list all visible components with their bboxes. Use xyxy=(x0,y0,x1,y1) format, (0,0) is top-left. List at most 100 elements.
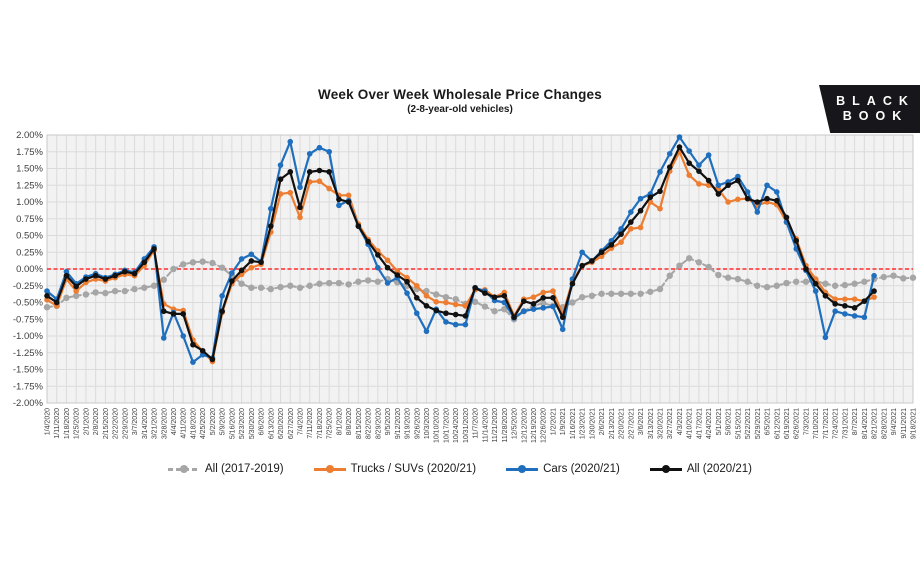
svg-text:9/18/2021: 9/18/2021 xyxy=(911,408,918,439)
svg-text:1/18/2020: 1/18/2020 xyxy=(64,408,71,439)
svg-text:4/10/2021: 4/10/2021 xyxy=(687,408,694,439)
svg-text:5/23/2020: 5/23/2020 xyxy=(239,408,246,439)
svg-text:5/9/2020: 5/9/2020 xyxy=(220,408,227,435)
svg-text:11/7/2020: 11/7/2020 xyxy=(473,408,480,439)
legend-item-trucks-suvs: Trucks / SUVs (2020/21) xyxy=(313,463,477,475)
svg-text:6/13/2020: 6/13/2020 xyxy=(268,408,275,439)
svg-text:5/1/2021: 5/1/2021 xyxy=(716,408,723,435)
svg-text:11/28/2020: 11/28/2020 xyxy=(502,408,509,443)
svg-text:1.75%: 1.75% xyxy=(16,147,43,158)
svg-text:3/27/2021: 3/27/2021 xyxy=(667,408,674,439)
legend-label: All (2020/21) xyxy=(686,463,753,475)
svg-text:11/14/2020: 11/14/2020 xyxy=(482,408,489,443)
svg-text:1/2/2021: 1/2/2021 xyxy=(550,408,557,435)
legend-label: Trucks / SUVs (2020/21) xyxy=(350,463,477,475)
svg-text:8/29/2020: 8/29/2020 xyxy=(375,408,382,439)
svg-text:6/27/2020: 6/27/2020 xyxy=(288,408,295,439)
logo-text-black: BLACK xyxy=(836,94,915,108)
svg-text:4/25/2020: 4/25/2020 xyxy=(200,408,207,439)
svg-text:-0.25%: -0.25% xyxy=(13,281,44,292)
svg-text:10/17/2020: 10/17/2020 xyxy=(443,408,450,443)
svg-text:4/11/2020: 4/11/2020 xyxy=(181,408,188,439)
svg-text:1.50%: 1.50% xyxy=(16,164,43,175)
series-all-2020-21- xyxy=(44,144,877,363)
svg-text:-0.50%: -0.50% xyxy=(13,298,44,309)
x-axis-labels: 1/4/2020 1/11/2020 1/18/2020 1/25/2020 2/1/2… xyxy=(45,408,918,443)
svg-text:1/30/2021: 1/30/2021 xyxy=(589,408,596,439)
svg-text:3/6/2021: 3/6/2021 xyxy=(638,408,645,435)
svg-text:5/16/2020: 5/16/2020 xyxy=(229,408,236,439)
logo-text-book: BOOK xyxy=(842,109,909,123)
svg-text:9/12/2020: 9/12/2020 xyxy=(395,408,402,439)
svg-text:1/4/2020: 1/4/2020 xyxy=(45,408,52,435)
svg-text:9/5/2020: 9/5/2020 xyxy=(385,408,392,435)
svg-text:7/18/2020: 7/18/2020 xyxy=(317,408,324,439)
svg-text:8/8/2020: 8/8/2020 xyxy=(346,408,353,435)
legend-swatch-orange-line-icon xyxy=(313,464,346,474)
svg-text:7/24/2021: 7/24/2021 xyxy=(833,408,840,439)
svg-text:7/25/2020: 7/25/2020 xyxy=(327,408,334,439)
svg-text:4/24/2021: 4/24/2021 xyxy=(706,408,713,439)
svg-text:11/21/2020: 11/21/2020 xyxy=(492,408,499,443)
svg-text:8/15/2020: 8/15/2020 xyxy=(356,408,363,439)
svg-text:12/5/2020: 12/5/2020 xyxy=(512,408,519,439)
svg-text:5/15/2021: 5/15/2021 xyxy=(735,408,742,439)
chart-legend: All (2017-2019) Trucks / SUVs (2020/21) … xyxy=(0,463,920,475)
svg-text:7/31/2021: 7/31/2021 xyxy=(842,408,849,439)
svg-text:9/26/2020: 9/26/2020 xyxy=(414,408,421,439)
svg-text:-1.50%: -1.50% xyxy=(13,365,44,376)
svg-text:8/28/2021: 8/28/2021 xyxy=(881,408,888,439)
legend-label: Cars (2020/21) xyxy=(543,463,620,475)
svg-text:1/16/2021: 1/16/2021 xyxy=(570,408,577,439)
svg-text:0.50%: 0.50% xyxy=(16,231,43,242)
svg-text:2/22/2020: 2/22/2020 xyxy=(113,408,120,439)
svg-text:-1.00%: -1.00% xyxy=(13,331,44,342)
svg-text:4/4/2020: 4/4/2020 xyxy=(171,408,178,435)
svg-text:8/1/2020: 8/1/2020 xyxy=(336,408,343,435)
svg-text:2/29/2020: 2/29/2020 xyxy=(122,408,129,439)
svg-text:2/1/2020: 2/1/2020 xyxy=(83,408,90,435)
svg-text:3/14/2020: 3/14/2020 xyxy=(142,408,149,439)
svg-text:10/3/2020: 10/3/2020 xyxy=(424,408,431,439)
svg-text:4/3/2021: 4/3/2021 xyxy=(677,408,684,435)
svg-text:6/19/2021: 6/19/2021 xyxy=(784,408,791,439)
svg-text:12/12/2020: 12/12/2020 xyxy=(521,408,528,443)
svg-text:10/31/2020: 10/31/2020 xyxy=(463,408,470,443)
svg-text:7/17/2021: 7/17/2021 xyxy=(823,408,830,439)
svg-text:5/2/2020: 5/2/2020 xyxy=(210,408,217,435)
svg-text:12/26/2020: 12/26/2020 xyxy=(541,408,548,443)
legend-swatch-gray-dashed-line-icon xyxy=(167,464,200,474)
svg-text:8/7/2021: 8/7/2021 xyxy=(852,408,859,435)
svg-text:7/4/2020: 7/4/2020 xyxy=(297,408,304,435)
legend-item-all-2020-21: All (2020/21) xyxy=(649,463,753,475)
svg-text:9/4/2021: 9/4/2021 xyxy=(891,408,898,435)
svg-text:0.75%: 0.75% xyxy=(16,214,43,225)
svg-text:-1.25%: -1.25% xyxy=(13,348,44,359)
svg-text:2/8/2020: 2/8/2020 xyxy=(93,408,100,435)
y-axis-labels: 2.00% 1.75% 1.50% 1.25% 1.00% 0.75% 0.50% 0.25%… xyxy=(13,130,44,409)
legend-item-all-2017-2019: All (2017-2019) xyxy=(167,463,284,475)
legend-swatch-blue-line-icon xyxy=(506,464,539,474)
svg-text:5/29/2021: 5/29/2021 xyxy=(755,408,762,439)
svg-text:6/12/2021: 6/12/2021 xyxy=(774,408,781,439)
svg-text:2/20/2021: 2/20/2021 xyxy=(619,408,626,439)
svg-text:7/11/2020: 7/11/2020 xyxy=(307,408,314,439)
legend-label: All (2017-2019) xyxy=(204,463,284,475)
black-book-logo: BLACK BOOK xyxy=(819,85,920,133)
svg-text:-0.75%: -0.75% xyxy=(13,314,44,325)
svg-text:6/5/2021: 6/5/2021 xyxy=(765,408,772,435)
svg-text:5/22/2021: 5/22/2021 xyxy=(745,408,752,439)
svg-text:2.00%: 2.00% xyxy=(16,130,43,141)
legend-swatch-black-line-icon xyxy=(649,464,682,474)
svg-text:1/11/2020: 1/11/2020 xyxy=(54,408,61,439)
svg-text:9/11/2021: 9/11/2021 xyxy=(901,408,908,439)
svg-text:4/18/2020: 4/18/2020 xyxy=(190,408,197,439)
svg-text:1.25%: 1.25% xyxy=(16,180,43,191)
svg-text:10/10/2020: 10/10/2020 xyxy=(434,408,441,443)
svg-text:0.25%: 0.25% xyxy=(16,247,43,258)
svg-text:4/17/2021: 4/17/2021 xyxy=(696,408,703,439)
svg-text:5/30/2020: 5/30/2020 xyxy=(249,408,256,439)
svg-text:0.00%: 0.00% xyxy=(16,264,43,275)
